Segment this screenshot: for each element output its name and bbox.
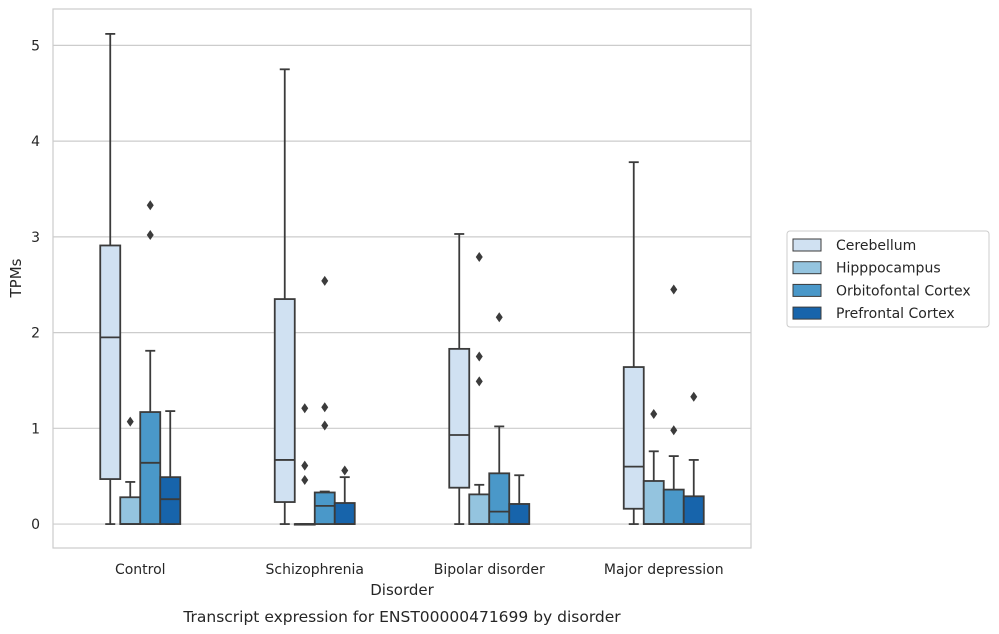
box-cerebellum xyxy=(622,161,645,525)
outlier-point xyxy=(321,275,329,286)
x-axis-label: Disorder xyxy=(370,581,434,599)
iqr-box xyxy=(139,411,162,525)
legend-entries: Cerebellum Hipppocampus Orbitofontal Corte… xyxy=(792,238,971,322)
box-prefrontal-cortex xyxy=(682,391,705,525)
outlier-point xyxy=(475,251,483,262)
plot-area-frame xyxy=(52,8,752,549)
iqr-box xyxy=(682,495,705,525)
x-tick-labels: Control Schizophrenia Bipolar disorder Majo… xyxy=(115,562,724,578)
box-cerebellum xyxy=(99,32,122,525)
figure-caption: Transcript expression for ENST0000047169… xyxy=(182,608,621,626)
legend-swatch xyxy=(792,261,822,275)
x-tick-label: Major depression xyxy=(604,562,724,578)
box-hipppocampus xyxy=(468,251,491,525)
outlier-point xyxy=(146,229,154,240)
box-prefrontal-cortex xyxy=(159,410,182,525)
outlier-point xyxy=(146,200,154,211)
box-hipppocampus xyxy=(119,416,142,525)
legend-frame xyxy=(786,230,990,328)
box-cerebellum xyxy=(448,233,471,525)
iqr-box xyxy=(119,496,142,525)
iqr-box xyxy=(488,472,511,525)
outlier-point xyxy=(690,391,698,402)
y-tick-labels: 0 1 2 3 4 5 xyxy=(31,38,40,533)
box-orbitofontal-cortex xyxy=(488,312,511,525)
y-tick-label: 0 xyxy=(31,517,40,533)
y-tick-label: 4 xyxy=(31,134,40,150)
y-tick-label: 3 xyxy=(31,230,40,246)
legend-label: Cerebellum xyxy=(836,238,916,254)
iqr-box xyxy=(99,244,122,480)
outlier-point xyxy=(475,351,483,362)
iqr-box xyxy=(159,476,182,525)
outlier-point xyxy=(475,376,483,387)
iqr-box xyxy=(468,493,491,525)
outlier-point xyxy=(321,402,329,413)
outlier-point xyxy=(126,416,134,427)
x-tick-label: Control xyxy=(115,562,166,578)
legend-swatch xyxy=(792,306,822,320)
box-prefrontal-cortex xyxy=(508,474,531,525)
y-tick-label: 2 xyxy=(31,326,40,342)
outlier-point xyxy=(301,475,309,486)
iqr-box xyxy=(508,503,531,525)
legend-swatch xyxy=(792,283,822,297)
outlier-point xyxy=(670,284,678,295)
box-cerebellum xyxy=(273,68,296,525)
outlier-point xyxy=(321,420,329,431)
box-prefrontal-cortex xyxy=(333,465,356,525)
box-orbitofontal-cortex xyxy=(139,200,162,525)
y-axis-label: TPMs xyxy=(7,258,25,298)
iqr-box xyxy=(273,298,296,503)
iqr-box xyxy=(662,488,685,525)
iqr-box xyxy=(313,491,336,525)
x-tick-label: Schizophrenia xyxy=(266,562,364,578)
legend-label: Orbitofontal Cortex xyxy=(836,283,971,299)
outlier-point xyxy=(650,408,658,419)
iqr-box xyxy=(622,366,645,510)
legend-label: Hipppocampus xyxy=(836,261,941,277)
legend-label: Prefrontal Cortex xyxy=(836,306,955,322)
iqr-box xyxy=(642,480,665,525)
legend: Cerebellum Hipppocampus Orbitofontal Corte… xyxy=(786,230,990,328)
box-orbitofontal-cortex xyxy=(662,284,685,525)
box-hipppocampus xyxy=(642,408,665,525)
x-tick-label: Bipolar disorder xyxy=(434,562,545,578)
box-hipppocampus xyxy=(293,403,316,526)
iqr-box xyxy=(333,502,356,525)
y-tick-label: 1 xyxy=(31,421,40,437)
outlier-point xyxy=(670,425,678,436)
outlier-point xyxy=(301,460,309,471)
box-marks xyxy=(99,32,705,526)
y-tick-label: 5 xyxy=(31,38,40,54)
outlier-point xyxy=(495,312,503,323)
outlier-point xyxy=(301,403,309,414)
legend-swatch xyxy=(792,238,822,252)
box-orbitofontal-cortex xyxy=(313,275,336,525)
outlier-point xyxy=(341,465,349,476)
iqr-box xyxy=(448,347,471,489)
